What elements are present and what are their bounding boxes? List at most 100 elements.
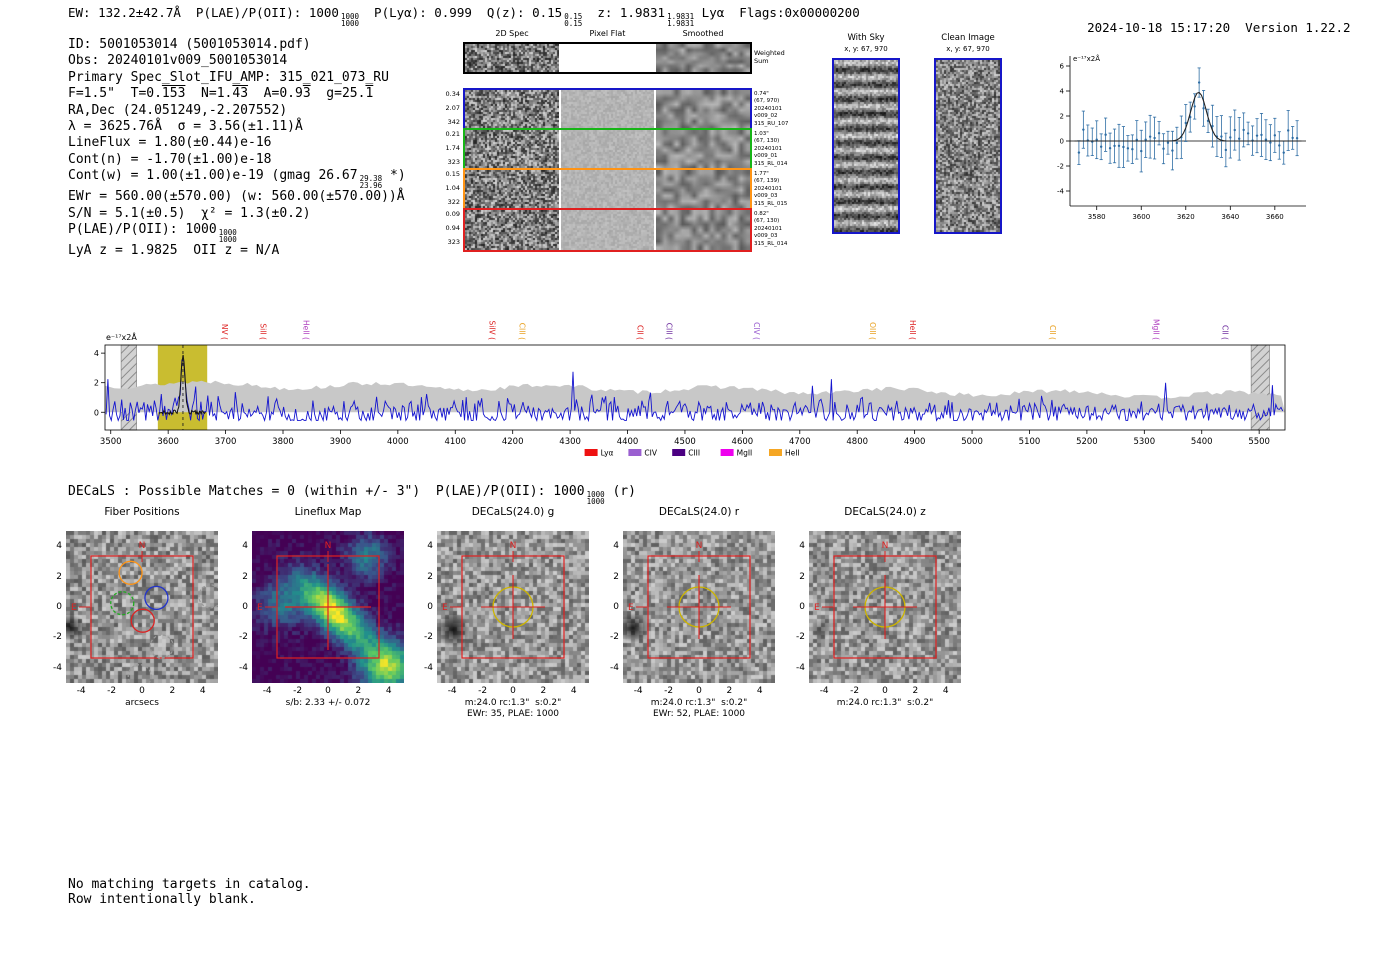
data-point <box>1157 132 1161 135</box>
data-point <box>1148 135 1152 138</box>
row-right-label: 20240101 <box>754 105 782 112</box>
x-tick-label: 3620 <box>1177 213 1195 221</box>
x-tick-label: 3700 <box>215 437 237 447</box>
cutout-y-tick-label: -4 <box>239 662 248 673</box>
data-point <box>1082 128 1085 131</box>
row-right-label: 1.77" <box>754 171 769 177</box>
row-right-label: (67, 139) <box>754 178 780 185</box>
smoothed-image <box>656 44 750 72</box>
row-right-label: v009_03 <box>754 193 778 200</box>
cutout-y-tick-label: -2 <box>610 632 619 643</box>
data-point <box>1211 124 1214 128</box>
text-segment: *) <box>382 168 406 184</box>
footer-line-1: No matching targets in catalog. <box>68 877 311 892</box>
data-point <box>1286 129 1290 132</box>
data-point <box>1131 148 1134 151</box>
cutout-x-tick-label: 2 <box>355 686 362 696</box>
with-sky-title: With Sky <box>847 33 885 43</box>
cutout-y-tick-label: 2 <box>427 571 433 582</box>
x-tick-label: 5000 <box>961 437 983 447</box>
compass-east-label: E <box>628 603 634 613</box>
cutout-x-tick-label: -2 <box>293 686 303 696</box>
legend-label: CIII <box>688 449 700 458</box>
row-right-label: v009_03 <box>754 233 778 240</box>
y-tick-label: -2 <box>1057 163 1064 171</box>
row-right-label: 315_RL_014 <box>754 240 788 247</box>
y-tick-label: 6 <box>1060 63 1065 71</box>
cutout-caption2: EWr: 35, PLAE: 1000 <box>466 709 560 719</box>
data-point <box>1220 135 1223 138</box>
pixelflat-image <box>561 170 654 210</box>
cutout-y-tick-label: 0 <box>427 602 433 612</box>
report-version: Version 1.22.2 <box>1245 20 1351 35</box>
cutout-x-tick-label: -2 <box>107 686 117 696</box>
detection-info-block: ID: 5001053014 (5001053014.pdf) Obs: 2024… <box>68 37 406 259</box>
y-tick-label: 4 <box>1060 88 1065 96</box>
cutout-x-tick-label: 0 <box>325 686 331 696</box>
text-segment: z: 1.9831 <box>582 5 666 20</box>
x-tick-label: 4700 <box>789 437 811 447</box>
with-sky-image <box>832 58 900 234</box>
data-point <box>1144 138 1147 141</box>
x-tick-label: 4500 <box>674 437 696 447</box>
row-right-label: 0.74" <box>754 91 769 97</box>
cutout-x-tick-label: 2 <box>912 686 919 696</box>
cutout-title: DECaLS(24.0) z <box>844 506 926 518</box>
emission-line-label: CIV ( <box>752 322 761 340</box>
text-segment: A=0.9 <box>248 86 303 102</box>
row-right-label: 0.82" <box>754 211 769 217</box>
text-segment: P(Lyα): 0.999 Q(z): 0.15 <box>359 5 563 20</box>
row-left-label: 2.07 <box>445 104 460 112</box>
cutout-y-tick-label: 4 <box>242 541 248 552</box>
emission-line-label: CII ( <box>1220 325 1229 340</box>
row-right-label: 315_RL_015 <box>754 200 788 207</box>
x-tick-label: 5300 <box>1133 437 1155 447</box>
row-right-label: 315_RL_014 <box>754 160 788 167</box>
cutout-y-tick-label: 2 <box>56 571 62 582</box>
x-tick-label: 4800 <box>846 437 868 447</box>
stacked-fraction: 29.38 23.96 <box>359 174 383 191</box>
x-tick-label: 4900 <box>904 437 926 447</box>
info-line: RA,Dec (24.051249,-2.207552) <box>68 103 406 119</box>
row-left-label: 0.34 <box>445 90 460 98</box>
cutout-x-tick-label: 0 <box>696 686 702 696</box>
fiber-circle <box>149 634 174 659</box>
info-line: Primary Spec_Slot_IFU_AMP: 315_021_073_R… <box>68 70 406 86</box>
text-segment: RA,Dec (24.051249,-2.207552) <box>68 102 288 118</box>
data-point <box>1193 105 1196 108</box>
error-band <box>105 380 1285 413</box>
emission-line-label: CII ( <box>1048 325 1057 340</box>
text-segment: 1 <box>365 86 374 102</box>
cutout-x-tick-label: 4 <box>199 686 206 696</box>
data-point <box>1273 134 1277 137</box>
cutout-overlay: NE <box>442 541 565 659</box>
x-tick-label: 3600 <box>1132 213 1150 221</box>
clean-image-title: Clean Image <box>941 33 995 43</box>
smoothed-image <box>656 130 750 170</box>
cutout-y-tick-label: -4 <box>53 662 62 673</box>
pixelflat-image <box>561 210 654 250</box>
spacer <box>1230 20 1245 35</box>
emission-line-label: NV ( <box>220 324 229 340</box>
stacked-fraction: 1.9831 1.9831 <box>667 12 695 28</box>
cutout-y-tick-label: 0 <box>613 602 619 612</box>
x-tick-label: 5400 <box>1191 437 1213 447</box>
data-point <box>1153 136 1156 140</box>
cutout-x-tick-label: 0 <box>510 686 516 696</box>
legend-swatch <box>769 449 782 456</box>
cutout-x-tick-label: 4 <box>756 686 763 696</box>
footer-line-2: Row intentionally blank. <box>68 892 256 907</box>
spec2d-image <box>465 210 559 250</box>
text-segment: F=1.5" T=0. <box>68 86 162 102</box>
col-header-pixelflat: Pixel Flat <box>589 29 626 38</box>
text-segment: 153 <box>161 86 186 102</box>
cutout-x-tick-label: 4 <box>385 686 392 696</box>
x-tick-label: 4200 <box>502 437 524 447</box>
compass-east-label: E <box>71 603 77 613</box>
row-right-label: (67, 130) <box>754 138 780 145</box>
flux-units-label: e⁻¹⁷x2Å <box>106 331 137 342</box>
data-point <box>1099 145 1103 148</box>
emission-line-label: CII ( <box>635 325 644 340</box>
cutout-y-tick-label: -4 <box>424 662 433 673</box>
row-left-label: 0.09 <box>445 210 460 218</box>
